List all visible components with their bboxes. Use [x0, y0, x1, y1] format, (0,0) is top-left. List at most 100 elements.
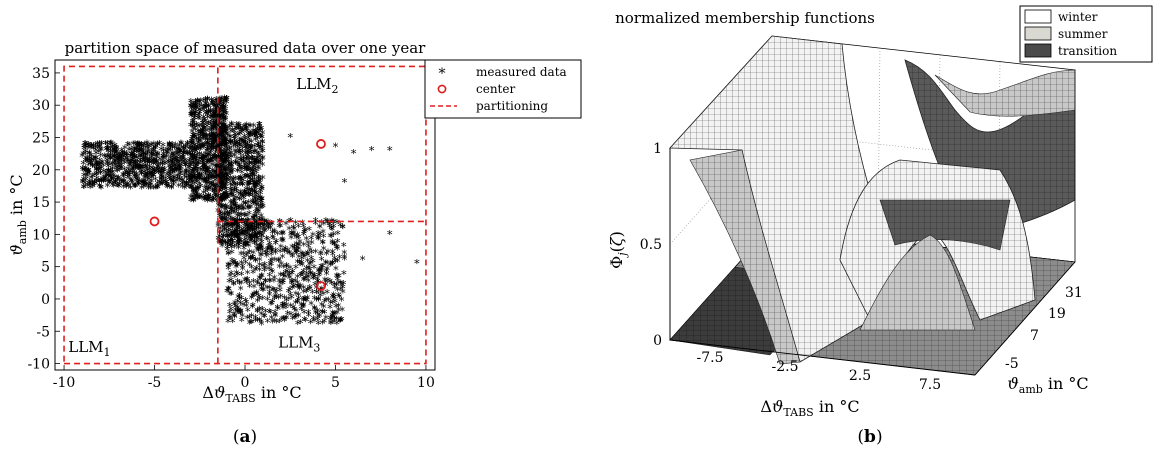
measured-data-point: *: [221, 125, 227, 138]
measured-data-point: *: [223, 137, 229, 150]
measured-data-point: *: [211, 180, 217, 193]
measured-data-point: *: [211, 143, 217, 156]
measured-data-point: *: [219, 129, 225, 142]
measured-data-point: *: [198, 154, 204, 167]
measured-data-point: *: [195, 130, 201, 143]
measured-data-point: *: [196, 138, 202, 151]
measured-data-point: *: [248, 121, 254, 134]
measured-data-point: *: [220, 104, 226, 117]
measured-data-point: *: [219, 180, 225, 193]
measured-data-point: *: [231, 197, 237, 210]
measured-data-point: *: [254, 222, 260, 235]
measured-data-point: *: [97, 144, 103, 157]
measured-data-point: *: [387, 144, 393, 157]
measured-data-point: *: [205, 135, 211, 148]
measured-data-point: *: [218, 193, 224, 206]
measured-data-point: *: [233, 124, 239, 137]
measured-data-point: *: [250, 171, 256, 184]
measured-data-point: *: [210, 138, 216, 151]
measured-data-point: *: [258, 175, 264, 188]
measured-data-point: *: [222, 124, 228, 137]
measured-data-point: *: [325, 275, 331, 288]
measured-data-point: *: [211, 120, 217, 133]
measured-data-point: *: [252, 239, 258, 252]
measured-data-point: *: [226, 149, 232, 162]
panel-a-plot-area: [54, 59, 436, 371]
measured-data-point: *: [192, 144, 198, 157]
measured-data-point: *: [223, 215, 229, 228]
measured-data-point: *: [222, 106, 228, 119]
measured-data-point: *: [253, 132, 259, 145]
measured-data-point: *: [190, 143, 196, 156]
measured-data-point: *: [203, 135, 209, 148]
measured-data-point: *: [235, 216, 241, 229]
measured-data-point: *: [201, 96, 207, 109]
measured-data-point: *: [260, 160, 266, 173]
measured-data-point: *: [202, 177, 208, 190]
measured-data-point: *: [193, 163, 199, 176]
measured-data-point: *: [242, 210, 248, 223]
measured-data-point: *: [190, 124, 196, 137]
measured-data-point: *: [196, 97, 202, 110]
measured-data-point: *: [222, 123, 228, 136]
measured-data-point: *: [218, 127, 224, 140]
measured-data-point: *: [220, 130, 226, 143]
measured-data-point: *: [248, 317, 254, 330]
measured-data-point: *: [216, 170, 222, 183]
measured-data-point: *: [269, 246, 275, 259]
legend-label-partitioning: partitioning: [476, 99, 548, 113]
panel-b-label: (b): [857, 427, 882, 447]
measured-data-point: *: [190, 159, 196, 172]
measured-data-point: *: [208, 156, 214, 169]
measured-data-point: *: [222, 93, 228, 106]
measured-data-point: *: [259, 138, 265, 151]
measured-data-point: *: [205, 177, 211, 190]
panel-a-y-label: ϑamb in °C: [7, 174, 29, 255]
measured-data-point: *: [221, 152, 227, 165]
measured-data-point: *: [259, 182, 265, 195]
measured-data-point: *: [211, 152, 217, 165]
measured-data-point: *: [195, 171, 201, 184]
measured-data-point: *: [194, 188, 200, 201]
measured-data-point: *: [189, 150, 195, 163]
measured-data-point: *: [191, 104, 197, 117]
measured-data-point: *: [232, 135, 238, 148]
measured-data-point: *: [213, 116, 219, 129]
measured-data-point: *: [211, 181, 217, 194]
measured-data-point: *: [242, 240, 248, 253]
measured-data-point: *: [222, 151, 228, 164]
measured-data-point: *: [190, 130, 196, 143]
measured-data-point: *: [212, 175, 218, 188]
measured-data-point: *: [205, 156, 211, 169]
z-tick-label: 1: [653, 141, 662, 157]
measured-data-point: *: [205, 165, 211, 178]
measured-data-point: *: [191, 131, 197, 144]
measured-data-point: *: [224, 216, 230, 229]
measured-data-point: *: [254, 196, 260, 209]
measured-data-point: *: [245, 147, 251, 160]
measured-data-point: *: [235, 203, 241, 216]
measured-data-point: *: [197, 191, 203, 204]
measured-data-point: *: [216, 168, 222, 181]
measured-data-point: *: [195, 182, 201, 195]
measured-data-point: *: [204, 183, 210, 196]
measured-data-point: *: [194, 191, 200, 204]
measured-data-point: *: [216, 145, 222, 158]
measured-data-point: *: [310, 274, 316, 287]
measured-data-point: *: [331, 239, 337, 252]
measured-data-point: *: [257, 193, 263, 206]
measured-data-point: *: [197, 105, 203, 118]
measured-data-point: *: [223, 109, 229, 122]
measured-data-point: *: [252, 225, 258, 238]
measured-data-point: *: [192, 114, 198, 127]
measured-data-point: *: [253, 156, 259, 169]
measured-data-point: *: [222, 164, 228, 177]
measured-data-point: *: [189, 103, 195, 116]
measured-data-point: *: [233, 140, 239, 153]
measured-data-point: *: [229, 158, 235, 171]
measured-data-point: *: [238, 164, 244, 177]
measured-data-point: *: [239, 217, 245, 230]
measured-data-point: *: [214, 120, 220, 133]
measured-data-point: *: [203, 108, 209, 121]
measured-data-point: *: [223, 140, 229, 153]
